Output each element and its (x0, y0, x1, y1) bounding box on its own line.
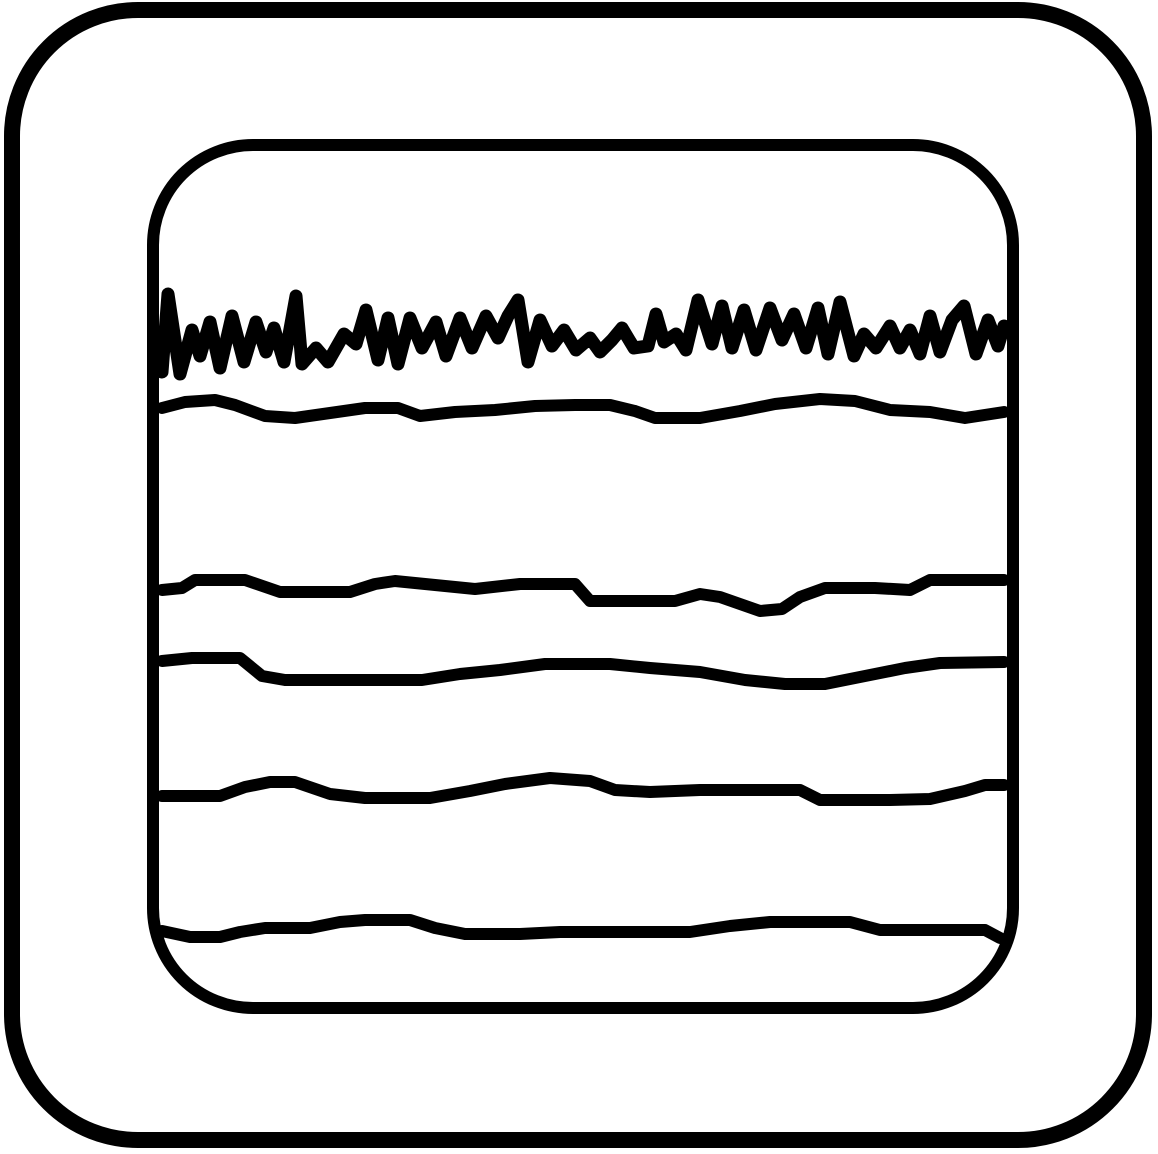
wave-trace-5 (156, 914, 1006, 944)
wave-trace-4 (156, 772, 1010, 806)
inner-screen (147, 139, 1019, 1014)
wave-trace-1 (156, 393, 1010, 424)
outer-frame (4, 2, 1152, 1148)
wave-trace-3 (156, 652, 1010, 690)
seismic-trace (155, 287, 1011, 381)
wave-trace-2 (156, 574, 1010, 617)
